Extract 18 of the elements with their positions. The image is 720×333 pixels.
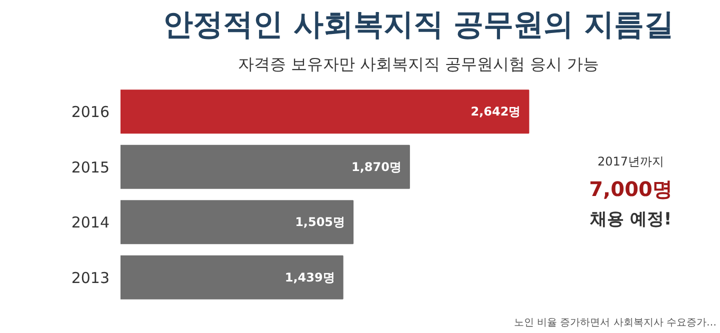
text: 채용 예정! — [588, 209, 672, 230]
bar — [120, 255, 344, 300]
data-label: 1,505명 — [295, 215, 346, 230]
text: 노인 비율 증가하면서 사회복지사 수요증가… — [514, 318, 717, 328]
chart-subtitle: 자격증 보유자만 사회복지직 공무원시험 응시 가능 — [238, 54, 600, 74]
bar — [120, 200, 354, 244]
bar — [120, 90, 530, 134]
text: 7,000명 — [589, 176, 672, 201]
data-label: 1,870명 — [351, 160, 402, 174]
y-tick-label: 2014 — [71, 214, 110, 232]
chart-title: 안정적인 사회복지직 공무원의 지름길 — [162, 8, 674, 42]
data-label: 2,642명 — [470, 104, 521, 119]
y-tick-label: 2013 — [71, 268, 110, 287]
data-label: 1,439명 — [284, 270, 335, 284]
text: 2017년까지 — [598, 154, 664, 168]
bar — [120, 144, 410, 189]
y-tick-label: 2016 — [71, 103, 110, 122]
y-tick-label: 2015 — [71, 158, 110, 176]
